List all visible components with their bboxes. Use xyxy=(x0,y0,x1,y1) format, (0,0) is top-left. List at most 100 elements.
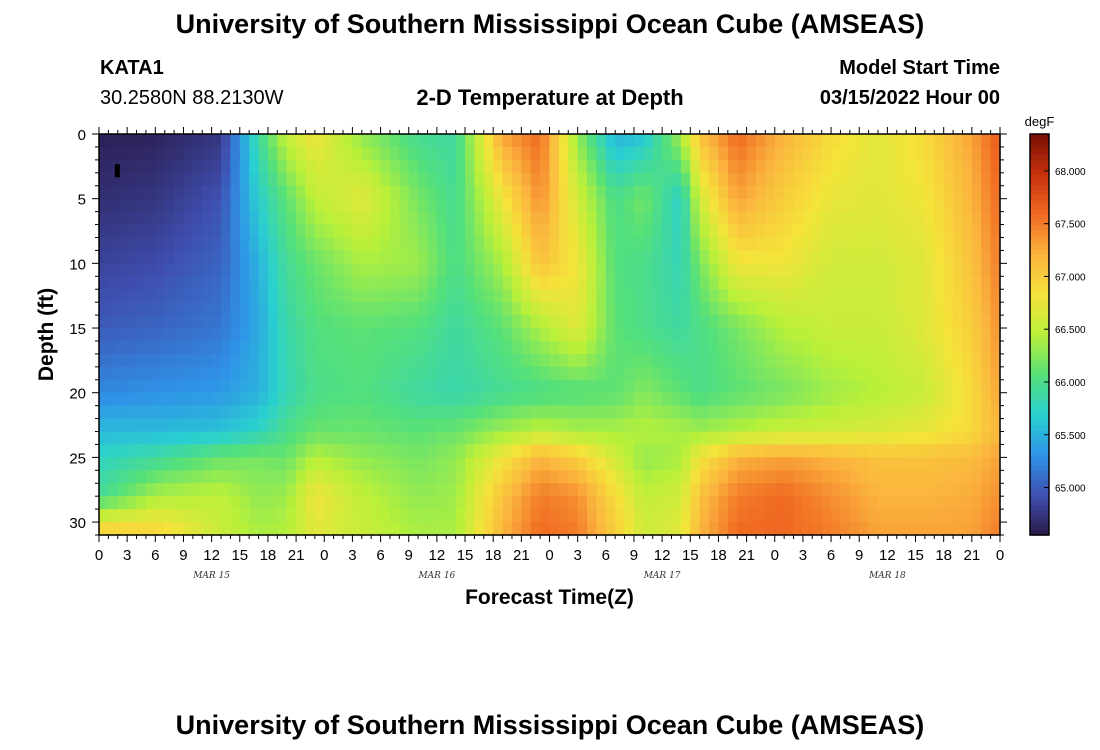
heatmap-cell xyxy=(887,431,898,446)
heatmap-cell xyxy=(127,405,138,420)
heatmap-cell xyxy=(446,134,457,148)
heatmap-cell xyxy=(502,405,513,420)
heatmap-cell xyxy=(521,224,532,239)
heatmap-cell xyxy=(127,146,138,161)
heatmap-cell xyxy=(962,470,973,484)
heatmap-cell xyxy=(934,444,945,458)
heatmap-cell xyxy=(305,302,316,316)
heatmap-cell xyxy=(267,328,278,342)
heatmap-cell xyxy=(540,392,551,407)
heatmap-cell xyxy=(652,263,663,277)
heatmap-cell xyxy=(408,211,419,226)
heatmap-cell xyxy=(577,263,588,277)
heatmap-cell xyxy=(943,431,954,446)
heatmap-cell xyxy=(737,315,748,329)
heatmap-cell xyxy=(117,392,128,407)
heatmap-cell xyxy=(502,276,513,290)
heatmap-cell xyxy=(389,172,400,187)
heatmap-cell xyxy=(624,185,635,200)
heatmap-cell xyxy=(699,328,710,342)
heatmap-cell xyxy=(258,146,269,161)
colorbar-swatch xyxy=(1030,309,1049,316)
heatmap-cell xyxy=(906,198,917,213)
heatmap-cell xyxy=(136,457,147,471)
heatmap-cell xyxy=(267,134,278,148)
colorbar-tick-label: 65.500 xyxy=(1055,431,1086,442)
heatmap-cell xyxy=(267,198,278,213)
heatmap-cell xyxy=(540,444,551,458)
heatmap-cell xyxy=(164,444,175,458)
heatmap-cell xyxy=(718,392,729,407)
heatmap-cell xyxy=(286,276,297,290)
heatmap-cell xyxy=(521,431,532,446)
heatmap-cell xyxy=(765,224,776,239)
heatmap-cell xyxy=(530,315,541,329)
heatmap-cell xyxy=(727,263,738,277)
heatmap-cell xyxy=(671,444,682,458)
heatmap-cell xyxy=(887,483,898,497)
heatmap-cell xyxy=(540,134,551,148)
heatmap-cell xyxy=(577,509,588,523)
heatmap-cell xyxy=(774,379,785,394)
heatmap-cell xyxy=(230,185,241,200)
heatmap-cell xyxy=(502,328,513,342)
heatmap-cell xyxy=(174,392,185,407)
heatmap-cell xyxy=(296,392,307,407)
heatmap-cell xyxy=(371,172,382,187)
heatmap-cell xyxy=(943,405,954,420)
heatmap-cell xyxy=(296,211,307,226)
heatmap-cell xyxy=(230,509,241,523)
heatmap-cell xyxy=(380,328,391,342)
heatmap-cell xyxy=(427,366,438,381)
heatmap-cell xyxy=(990,444,1001,458)
heatmap-cell xyxy=(155,340,166,355)
heatmap-cell xyxy=(812,483,823,497)
heatmap-cell xyxy=(680,522,691,536)
heatmap-cell xyxy=(953,276,964,290)
colorbar-swatch xyxy=(1030,209,1049,215)
heatmap-cell xyxy=(587,159,598,174)
heatmap-cell xyxy=(108,172,119,187)
heatmap-cell xyxy=(605,302,616,316)
heatmap-cell xyxy=(145,405,156,420)
day-label: MAR 15 xyxy=(192,571,230,581)
heatmap-cell xyxy=(380,340,391,355)
heatmap-cell xyxy=(812,134,823,148)
heatmap-cell xyxy=(455,483,466,497)
heatmap-cell xyxy=(849,250,860,264)
heatmap-cell xyxy=(399,418,410,433)
colorbar-swatch xyxy=(1030,259,1049,265)
heatmap-cell xyxy=(633,366,644,381)
heatmap-cell xyxy=(249,172,260,187)
heatmap-cell xyxy=(493,198,504,213)
heatmap-cell xyxy=(812,328,823,342)
heatmap-cell xyxy=(483,470,494,484)
colorbar-swatch xyxy=(1030,199,1049,205)
heatmap-cell xyxy=(821,431,832,446)
heatmap-cell xyxy=(568,198,579,213)
heatmap-cell xyxy=(990,172,1001,187)
heatmap-cell xyxy=(389,483,400,497)
heatmap-cell xyxy=(605,522,616,536)
heatmap-cell xyxy=(680,302,691,316)
heatmap-cell xyxy=(633,250,644,264)
heatmap-cell xyxy=(296,276,307,290)
heatmap-cell xyxy=(474,302,485,316)
heatmap-cell xyxy=(727,418,738,433)
heatmap-cell xyxy=(343,302,354,316)
heatmap-cell xyxy=(643,405,654,420)
heatmap-cell xyxy=(840,224,851,239)
heatmap-cell xyxy=(943,185,954,200)
heatmap-cell xyxy=(343,483,354,497)
heatmap-cell xyxy=(633,353,644,368)
heatmap-cell xyxy=(211,315,222,329)
heatmap-cell xyxy=(511,134,522,148)
heatmap-cell xyxy=(493,185,504,200)
heatmap-cell xyxy=(380,405,391,420)
heatmap-cell xyxy=(802,496,813,510)
heatmap-cell xyxy=(971,328,982,342)
heatmap-cell xyxy=(718,444,729,458)
heatmap-cell xyxy=(230,159,241,174)
heatmap-cell xyxy=(868,211,879,226)
heatmap-cell xyxy=(427,470,438,484)
